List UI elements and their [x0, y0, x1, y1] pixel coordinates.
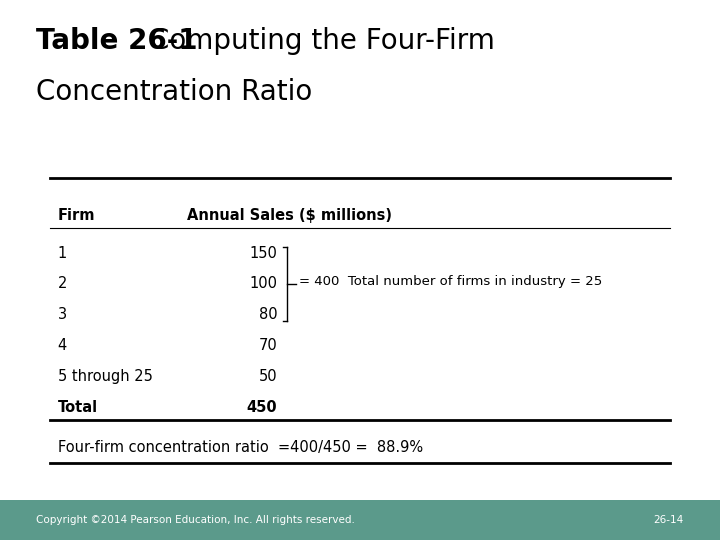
Text: Four-firm concentration ratio  =400/450 =  88.9%: Four-firm concentration ratio =400/450 =…: [58, 440, 423, 455]
Text: = 400  Total number of firms in industry = 25: = 400 Total number of firms in industry …: [299, 275, 602, 288]
Text: 5 through 25: 5 through 25: [58, 369, 153, 384]
Text: Annual Sales ($ millions): Annual Sales ($ millions): [187, 208, 392, 223]
Text: Copyright ©2014 Pearson Education, Inc. All rights reserved.: Copyright ©2014 Pearson Education, Inc. …: [36, 515, 355, 525]
Text: Firm: Firm: [58, 208, 95, 223]
Text: 2: 2: [58, 276, 67, 292]
Text: 70: 70: [258, 338, 277, 353]
Text: 26-14: 26-14: [654, 515, 684, 525]
Text: 150: 150: [249, 246, 277, 261]
Text: 3: 3: [58, 307, 67, 322]
Text: 50: 50: [258, 369, 277, 384]
Text: Computing the Four-Firm: Computing the Four-Firm: [150, 27, 495, 55]
Text: 4: 4: [58, 338, 67, 353]
Text: Total: Total: [58, 400, 98, 415]
Text: Table 26-1: Table 26-1: [36, 27, 197, 55]
Text: Concentration Ratio: Concentration Ratio: [36, 78, 312, 106]
Text: 80: 80: [258, 307, 277, 322]
FancyBboxPatch shape: [0, 500, 720, 540]
Text: 100: 100: [249, 276, 277, 292]
Text: 1: 1: [58, 246, 67, 261]
Text: 450: 450: [246, 400, 277, 415]
